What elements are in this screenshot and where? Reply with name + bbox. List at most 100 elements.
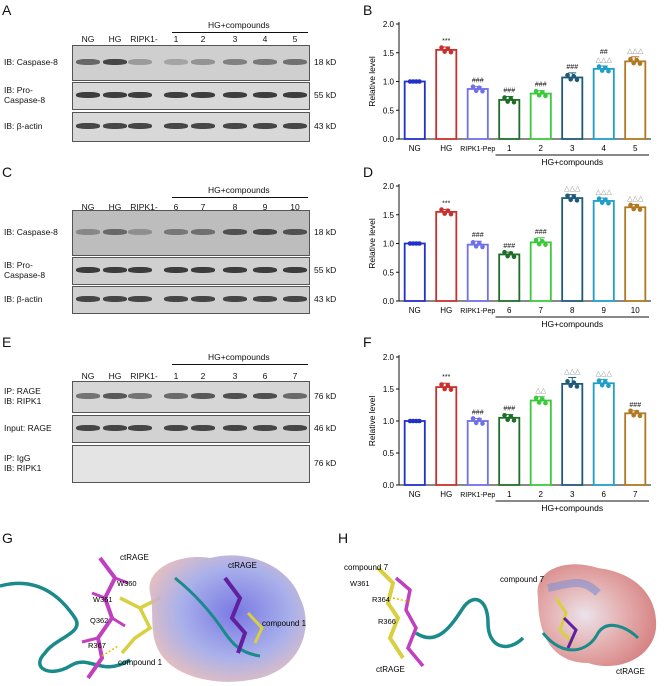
lane-label: 4 xyxy=(262,34,268,44)
data-point xyxy=(631,60,636,66)
data-point xyxy=(410,418,416,424)
blot-band xyxy=(164,92,188,98)
blot-band xyxy=(103,123,127,129)
x-tick-label: 5 xyxy=(633,144,638,153)
significance-label: △△△ xyxy=(596,370,613,377)
x-tick-label: HG xyxy=(440,144,452,153)
data-point xyxy=(571,194,577,200)
data-point xyxy=(606,68,611,74)
bar xyxy=(435,48,458,140)
data-point xyxy=(603,65,608,70)
blot-band xyxy=(164,59,188,65)
blot-row-label: IP: IgG IB: RIPK1 xyxy=(4,453,42,473)
data-point xyxy=(414,418,419,424)
blot-band xyxy=(103,296,127,302)
blot-band xyxy=(128,393,152,399)
blot-band xyxy=(164,296,188,302)
panel-letter-f: F xyxy=(363,334,372,350)
data-point xyxy=(473,88,479,93)
data-point xyxy=(603,197,608,203)
data-point xyxy=(505,417,510,423)
bar xyxy=(435,210,458,302)
significance-label: *** xyxy=(442,38,450,45)
molecular-weight-label: 18 kD xyxy=(314,227,337,237)
x-tick-label: 7 xyxy=(633,490,638,499)
bar xyxy=(403,242,426,302)
lane-label: 6 xyxy=(173,202,179,212)
blot-band xyxy=(191,92,215,98)
g-label-w360: W360 xyxy=(117,579,137,588)
x-tick-label: 9 xyxy=(602,306,607,315)
y-tick-label: 2.0 xyxy=(383,353,395,362)
data-point xyxy=(533,88,539,94)
blot-band xyxy=(103,393,127,399)
blot-band xyxy=(283,59,307,65)
data-point xyxy=(596,64,602,69)
blot-band xyxy=(253,267,277,273)
g-label-q362: Q362 xyxy=(90,616,108,625)
blot-band xyxy=(128,92,152,98)
data-point xyxy=(511,254,517,260)
y-tick-label: 0.0 xyxy=(383,297,395,306)
significance-label: ### xyxy=(472,409,484,416)
data-point xyxy=(445,46,451,52)
y-tick-label: 1.0 xyxy=(383,240,395,249)
blot-row-label: IB: β-actin xyxy=(4,121,43,131)
g-label-ctrage-right: ctRAGE xyxy=(228,561,257,570)
significance-label: ### xyxy=(472,78,484,85)
bar xyxy=(561,197,584,302)
blot-band xyxy=(223,59,247,65)
blot-row-label: IP: RAGE IB: RIPK1 xyxy=(4,386,42,406)
bar xyxy=(592,382,615,486)
blot-band xyxy=(128,229,152,235)
blot-band xyxy=(103,92,127,98)
data-point xyxy=(505,253,510,259)
data-point xyxy=(439,207,444,212)
data-point xyxy=(480,244,485,250)
significance-label: ### xyxy=(566,64,578,71)
group-header-line xyxy=(172,32,308,33)
data-point xyxy=(502,412,507,418)
blot-row-label: IB: Pro- Caspase-8 xyxy=(4,85,46,105)
blot-band xyxy=(283,393,307,399)
panel-letter-e: E xyxy=(2,334,12,350)
lane-label: HG xyxy=(108,34,122,44)
data-point xyxy=(445,383,451,389)
data-point xyxy=(410,79,416,84)
bar xyxy=(466,420,489,486)
blot-band xyxy=(76,229,100,235)
data-point xyxy=(543,242,548,247)
bar-chart-d: 0.0 0.5 1.0 1.5 2.0 Relative level NG *** HG ### R… xyxy=(367,182,651,329)
bar xyxy=(466,243,489,302)
group-label: HG+compounds xyxy=(541,319,603,329)
data-point xyxy=(502,249,507,255)
data-point xyxy=(634,57,640,63)
h-label-r364: R364 xyxy=(372,595,390,604)
data-point xyxy=(470,240,476,245)
blot-band xyxy=(283,267,307,273)
lane-label: HG xyxy=(108,202,122,212)
data-point xyxy=(634,409,640,415)
blot-strip xyxy=(72,445,310,483)
x-tick-label: 1 xyxy=(507,490,512,499)
data-point xyxy=(599,200,605,205)
blot-band xyxy=(103,267,127,273)
lane-label: NG xyxy=(81,202,95,212)
data-point xyxy=(407,418,413,424)
blot-band xyxy=(223,123,247,129)
data-point xyxy=(445,208,451,214)
x-tick-label: 3 xyxy=(570,144,575,153)
data-point xyxy=(571,380,577,385)
blot-band xyxy=(164,123,188,129)
x-tick-label: 10 xyxy=(631,306,640,315)
data-point xyxy=(631,206,636,212)
data-point xyxy=(606,200,611,206)
significance-label: △△△ xyxy=(596,57,613,64)
panel-letter-g: G xyxy=(2,530,13,546)
significance-label: ## xyxy=(600,49,608,56)
significance-label: △△△ xyxy=(564,368,581,375)
data-point xyxy=(543,400,548,406)
h-label-r366: R366 xyxy=(378,617,396,626)
blot-band xyxy=(128,59,152,65)
data-point xyxy=(540,238,545,244)
